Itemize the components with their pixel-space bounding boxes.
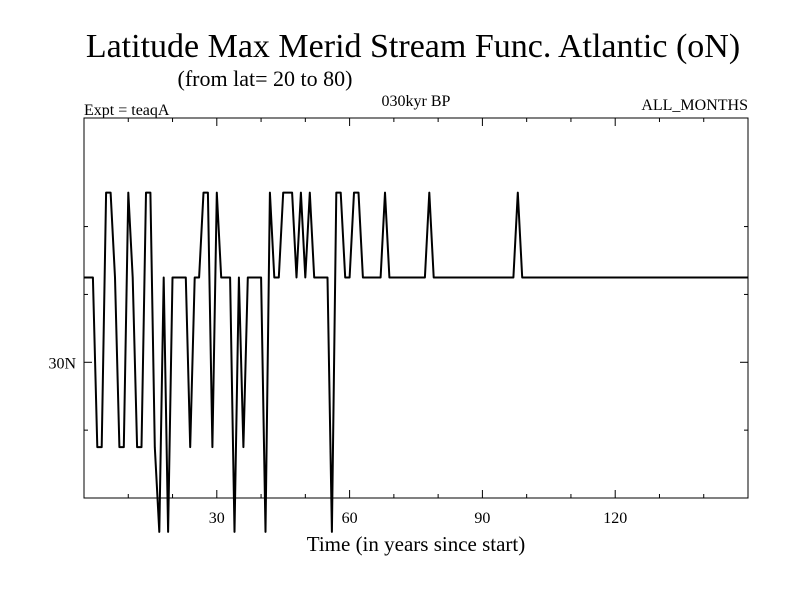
experiment-label: Expt = teaqA [84,102,170,119]
period-label: 030kyr BP [382,93,451,110]
plot-frame [83,117,749,499]
chart-subtitle: (from lat= 20 to 80) [178,66,353,91]
x-tick-label: 90 [474,510,490,527]
chart-title: Latitude Max Merid Stream Func. Atlantic… [86,28,740,65]
series-line [84,191,748,533]
x-tick-label: 60 [342,510,358,527]
x-axis-label: Time (in years since start) [307,532,526,556]
series-layer [84,191,748,533]
axis-ticks: 30 60 90 120 30N [48,118,748,527]
x-tick-label: 120 [603,510,627,527]
months-label: ALL_MONTHS [641,97,748,114]
x-tick-label: 30 [209,510,225,527]
y-tick-label: 30N [48,355,76,372]
